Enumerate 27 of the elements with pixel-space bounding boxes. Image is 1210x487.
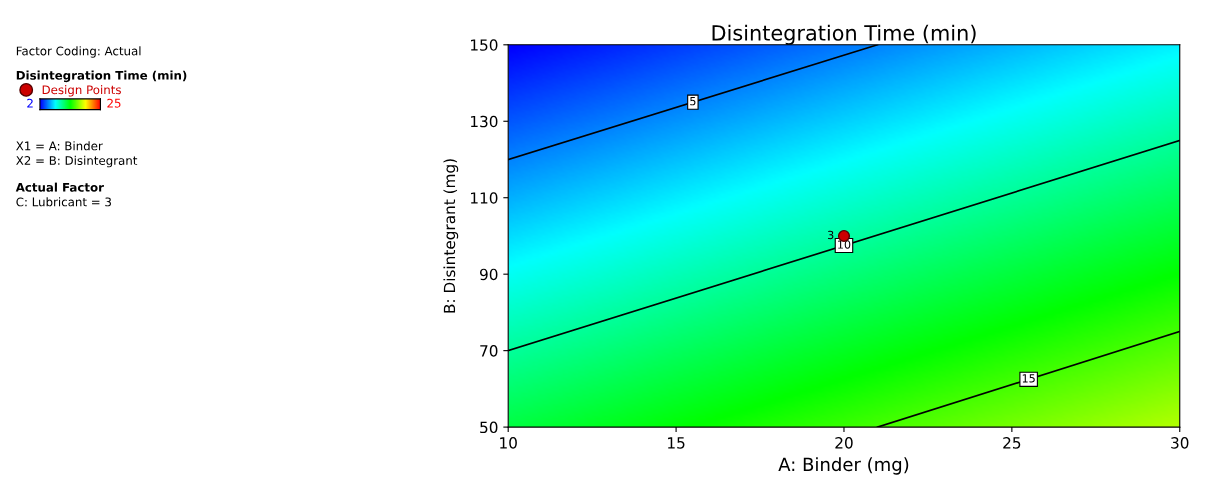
x-tick-label: 20 [835, 437, 853, 449]
x-tick-label: 25 [1003, 437, 1021, 449]
x-axis-title: A: Binder (mg) [778, 457, 909, 475]
text: 25 [107, 98, 121, 108]
series-label: 5 [690, 97, 696, 106]
y-tick-label: 70 [480, 345, 498, 357]
text: X1 = A: Binder [16, 141, 103, 151]
annotation: 3 [828, 230, 834, 240]
x-tick-label: 30 [1171, 437, 1189, 449]
series-label: 15 [1022, 374, 1035, 383]
chart-title: Disintegration Time (min) [712, 24, 976, 45]
y-tick-label: 90 [480, 268, 498, 281]
y-tick-label: 150 [470, 39, 498, 51]
y-axis-title: B: Disintegrant (mg) [443, 159, 459, 313]
text: C: Lubricant = 3 [16, 197, 111, 207]
y-tick-label: 50 [480, 421, 498, 434]
text: 2 [27, 98, 33, 108]
series-label: 10 [838, 240, 851, 249]
x-tick-label: 10 [500, 437, 517, 449]
legend-title: Disintegration Time (min) [16, 70, 187, 83]
x-tick-label: 15 [668, 437, 685, 449]
text: Factor Coding: Actual [16, 46, 141, 58]
y-tick-label: 130 [470, 115, 498, 128]
y-tick-label: 110 [470, 192, 498, 204]
text: Actual Factor [15, 182, 104, 192]
text: X2 = B: Disintegrant [16, 155, 138, 168]
legend-label: Design Points [42, 85, 121, 97]
